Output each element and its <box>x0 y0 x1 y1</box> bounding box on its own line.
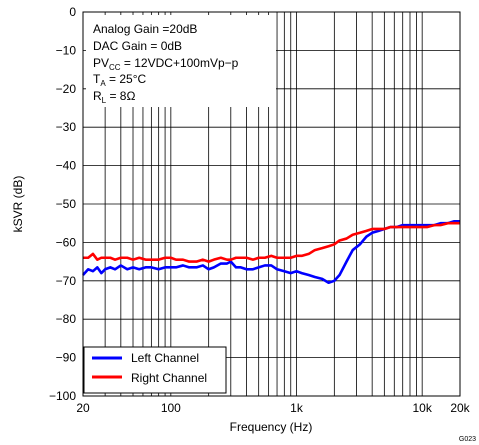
y-tick-label: −70 <box>56 274 77 288</box>
y-axis-title: kSVR (dB) <box>11 176 25 233</box>
legend-box <box>83 346 227 394</box>
y-tick-label: −60 <box>56 235 77 249</box>
condition-supply-rest: = 12VDC+100mVp−p <box>121 56 239 70</box>
x-axis-title: Frequency (Hz) <box>230 420 313 434</box>
y-tick-label: 0 <box>69 5 76 19</box>
y-tick-label: −100 <box>49 389 76 403</box>
condition-load-rest: = 8Ω <box>106 89 135 103</box>
x-tick-label: 20 <box>76 401 90 415</box>
condition-load-sub: L <box>102 96 107 105</box>
x-tick-label: 10k <box>412 401 432 415</box>
legend-label-right-channel: Right Channel <box>131 371 207 385</box>
condition-temperature: TA = 25°C <box>93 72 147 88</box>
legend-label-left-channel: Left Channel <box>131 351 199 365</box>
y-tick-labels: 0 −10 −20 −30 −40 −50 −60 −70 −80 −90 −100 <box>49 5 76 403</box>
y-tick-label: −10 <box>56 43 77 57</box>
y-tick-label: −50 <box>56 197 77 211</box>
y-tick-label: −30 <box>56 120 77 134</box>
condition-temperature-main: T <box>93 72 101 86</box>
y-tick-label: −40 <box>56 159 77 173</box>
condition-temperature-sub: A <box>100 79 106 88</box>
figure-code: G023 <box>459 436 476 443</box>
x-tick-label: 20k <box>450 401 470 415</box>
condition-supply-sub: CC <box>109 63 121 72</box>
x-tick-labels: 20 100 1k 10k 20k <box>76 401 470 415</box>
condition-analog-gain: Analog Gain =20dB <box>93 22 197 36</box>
x-tick-label: 100 <box>161 401 181 415</box>
condition-supply-main: PV <box>93 56 109 70</box>
condition-temperature-rest: = 25°C <box>106 72 147 86</box>
condition-supply: PVCC = 12VDC+100mVp−p <box>93 56 239 72</box>
x-tick-label: 1k <box>290 401 304 415</box>
y-tick-label: −90 <box>56 351 77 365</box>
condition-load-main: R <box>93 89 102 103</box>
condition-dac-gain: DAC Gain = 0dB <box>93 39 182 53</box>
condition-load: RL = 8Ω <box>93 89 135 105</box>
series-layer <box>82 219 460 285</box>
series-line-right-channel <box>83 221 460 263</box>
y-tick-label: −80 <box>56 312 77 326</box>
conditions-box <box>86 15 276 107</box>
plot-frame <box>82 11 461 397</box>
y-tick-label: −20 <box>56 82 77 96</box>
